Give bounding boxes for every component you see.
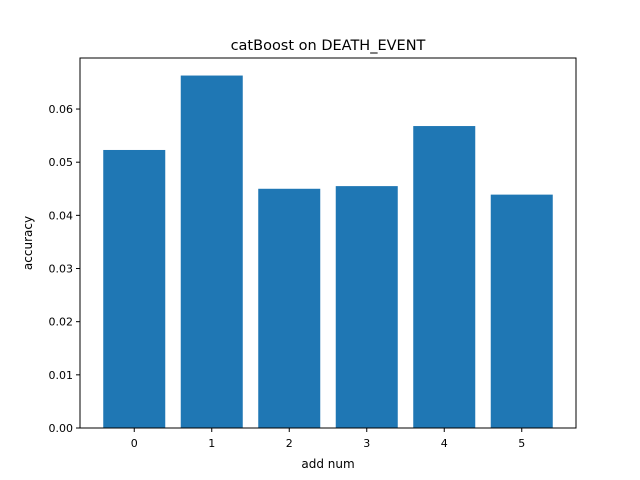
bar-5	[490, 194, 553, 428]
y-tick-label-0.01: 0.01	[49, 369, 74, 382]
axes-frame	[79, 57, 577, 429]
x-ticks-group: 0 1 2 3 4 5	[131, 428, 525, 450]
x-tick-label-4: 4	[441, 437, 448, 450]
bar-0	[103, 149, 166, 428]
x-tick-label-0: 0	[131, 437, 138, 450]
x-tick-label-5: 5	[518, 437, 525, 450]
x-tick-label-2: 2	[286, 437, 293, 450]
x-axis-label: add num	[301, 457, 354, 471]
y-axis-label: accuracy	[21, 216, 35, 270]
bar-2	[258, 188, 321, 428]
bars-group	[103, 75, 553, 429]
y-tick-label-0.04: 0.04	[49, 209, 74, 222]
bar-3	[335, 186, 398, 428]
y-tick-label-0.06: 0.06	[49, 103, 74, 116]
y-tick-label-0.05: 0.05	[49, 156, 74, 169]
y-ticks-group: 0.00 0.01 0.02 0.03 0.04 0.05 0.06	[49, 103, 80, 435]
y-tick-label-0.02: 0.02	[49, 316, 74, 329]
y-tick-label-0.00: 0.00	[49, 422, 74, 435]
x-tick-label-3: 3	[363, 437, 370, 450]
bar-4	[413, 126, 476, 429]
y-tick-label-0.03: 0.03	[49, 263, 74, 276]
bar-1	[180, 75, 243, 429]
x-tick-label-1: 1	[208, 437, 215, 450]
chart-title: catBoost on DEATH_EVENT	[231, 38, 426, 54]
